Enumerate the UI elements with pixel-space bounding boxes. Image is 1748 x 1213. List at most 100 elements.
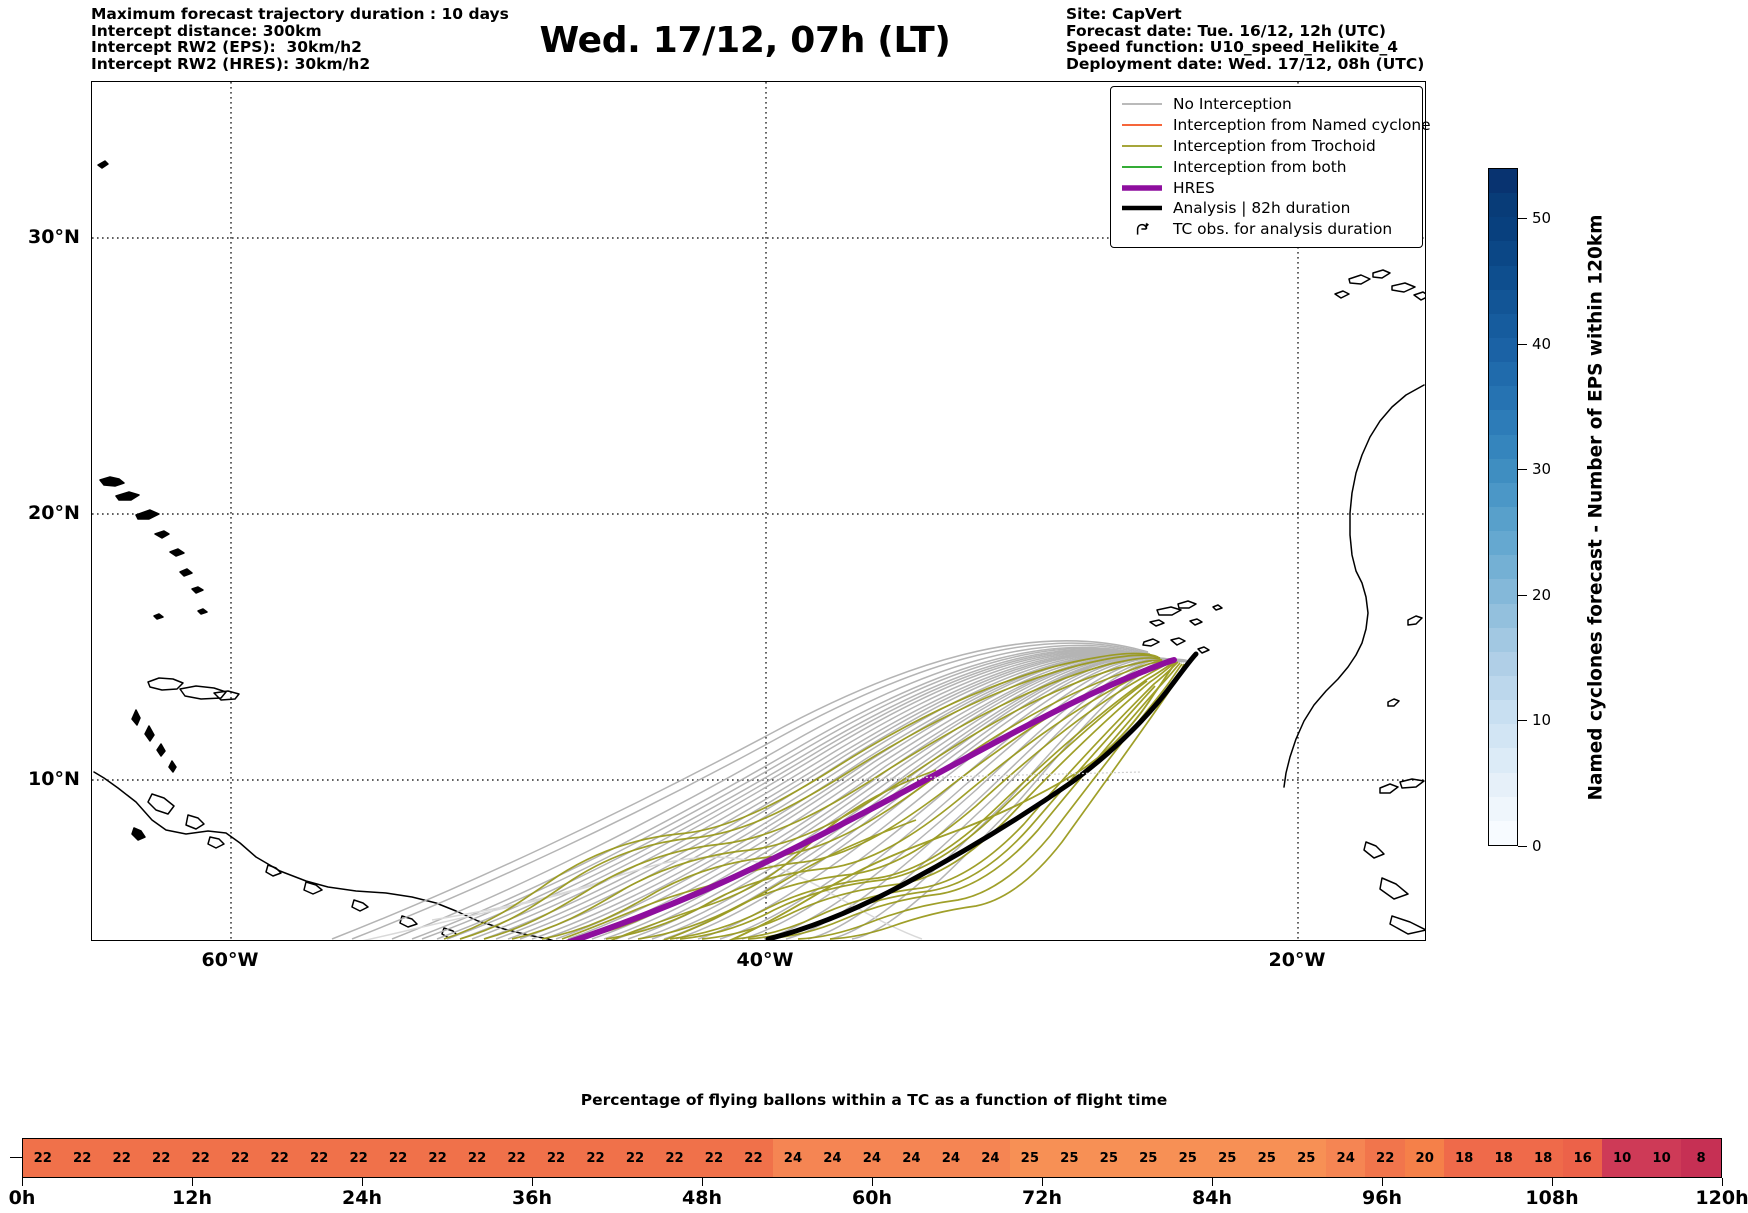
header-line-1: Forecast date: Tue. 16/12, 12h (UTC)	[1066, 21, 1387, 40]
colorbar-segment	[1489, 386, 1517, 411]
colorbar-tick	[1518, 720, 1527, 722]
colorbar-title-text: Named cyclones forecast - Number of EPS …	[1585, 213, 1607, 801]
colorbar-tick	[1518, 343, 1527, 345]
percentage-bar-cell: 18	[1444, 1139, 1484, 1177]
percentage-bar-tick	[702, 1178, 703, 1186]
legend-item-trochoid: Interception from Trochoid	[1120, 136, 1412, 157]
percentage-bar-tick-label: 108h	[1525, 1187, 1579, 1209]
colorbar-segment	[1489, 748, 1517, 773]
map-ytick-mark	[91, 779, 92, 781]
percentage-bar-cell: 18	[1483, 1139, 1524, 1177]
colorbar-title: Named cyclones forecast - Number of EPS …	[1583, 168, 1609, 846]
colorbar-segment	[1489, 265, 1517, 290]
percentage-bar-cell: 24	[891, 1139, 932, 1177]
percentage-bar-cell: 22	[299, 1139, 339, 1177]
percentage-bar-tick	[1382, 1178, 1383, 1186]
percentage-bar-cell: 25	[1207, 1139, 1248, 1177]
percentage-bar-cell: 22	[62, 1139, 102, 1177]
percentage-bar-cell: 25	[1128, 1139, 1169, 1177]
legend-item-tc-obs: TC obs. for analysis duration	[1120, 219, 1412, 240]
colorbar-segment	[1489, 241, 1517, 266]
header-line-2: Speed function: U10_speed_Helikite_4	[1066, 38, 1399, 57]
colorbar-tick-label: 30	[1532, 460, 1552, 479]
percentage-bar-tick-label: 84h	[1192, 1187, 1232, 1209]
percentage-bar-cell: 24	[931, 1139, 971, 1177]
percentage-bar[interactable]: 22 22 22 22 22 22 22 22 22 22 22 22 22 22 22 22 22 22 22 24…	[22, 1138, 1722, 1178]
colorbar-segment	[1489, 555, 1517, 580]
legend-label-hres: HRES	[1173, 178, 1215, 197]
page-title: Wed. 17/12, 07h (LT)	[539, 20, 951, 61]
map-xtick-60W: 60°W	[201, 949, 259, 971]
colorbar-segment	[1489, 193, 1517, 218]
percentage-bar-cell: 10	[1602, 1139, 1642, 1177]
legend-item-both: Interception from both	[1120, 156, 1412, 177]
percentage-bar-tick	[362, 1178, 363, 1186]
percentage-bar-cell: 22	[496, 1139, 537, 1177]
percentage-bar-tick-label: 24h	[342, 1187, 382, 1209]
percentage-bar-cell: 24	[852, 1139, 892, 1177]
percentage-bar-tick-label: 0h	[8, 1187, 36, 1209]
legend-label-both: Interception from both	[1173, 157, 1347, 176]
colorbar-segment	[1489, 482, 1517, 508]
colorbar-tick-label: 50	[1532, 209, 1552, 228]
map-ytick-10N: 10°N	[28, 768, 80, 790]
colorbar-segment	[1489, 217, 1517, 242]
trajectory-hres	[565, 657, 1177, 940]
legend-label-named-cyclone: Interception from Named cyclone	[1173, 116, 1431, 135]
trajectory-analysis	[765, 651, 1199, 940]
map-xtick-mark	[1297, 940, 1299, 941]
map-legend[interactable]: No Interception Interception from Named …	[1110, 86, 1431, 248]
header-line-0: Maximum forecast trajectory duration : 1…	[91, 5, 509, 23]
percentage-bar-tick-label: 36h	[512, 1187, 552, 1209]
colorbar-segment	[1489, 313, 1517, 339]
map-ytick-30N: 30°N	[28, 226, 80, 248]
colorbar-tick	[1518, 469, 1527, 471]
legend-label-no-interception: No Interception	[1173, 95, 1292, 114]
colorbar-tick-label: 0	[1532, 837, 1542, 855]
percentage-bar-cell: 22	[733, 1139, 774, 1177]
percentage-bar-cell: 22	[694, 1139, 734, 1177]
percentage-bar-cell: 18	[1523, 1139, 1563, 1177]
colorbar-tick-label: 10	[1532, 711, 1552, 730]
colorbar-tick-label: 20	[1532, 585, 1552, 604]
legend-line-no-interception	[1120, 100, 1164, 108]
percentage-bar-cell: 25	[1010, 1139, 1050, 1177]
colorbar-segment	[1489, 362, 1517, 387]
colorbar-segment	[1489, 676, 1517, 701]
percentage-bar-cell: 10	[1641, 1139, 1682, 1177]
percentage-bar-cell: 25	[1168, 1139, 1208, 1177]
legend-line-analysis	[1120, 204, 1164, 212]
percentage-bar-tick-label: 120h	[1695, 1187, 1748, 1209]
percentage-bar-cell: 22	[259, 1139, 300, 1177]
colorbar-segment	[1489, 700, 1517, 725]
percentage-bar-tick	[1212, 1178, 1213, 1186]
percentage-bar-cell: 24	[773, 1139, 813, 1177]
percentage-bar-tick	[1722, 1178, 1723, 1186]
header-line-3: Intercept RW2 (HRES): 30km/h2	[91, 54, 371, 73]
percentage-bar-cell: 22	[575, 1139, 616, 1177]
colorbar-segment	[1489, 627, 1517, 652]
colorbar-gradient	[1488, 168, 1518, 846]
percentage-bar-cell: 22	[615, 1139, 655, 1177]
percentage-bar-cell: 16	[1562, 1139, 1603, 1177]
header-left-info: Maximum forecast trajectory duration : 1…	[91, 6, 509, 72]
percentage-bar-left-tick	[10, 1157, 22, 1158]
colorbar-segment	[1489, 603, 1517, 628]
legend-line-named-cyclone	[1120, 121, 1164, 129]
map-xtick-40W: 40°W	[736, 949, 794, 971]
header-line-2: Intercept RW2 (EPS): 30km/h2	[91, 38, 362, 57]
colorbar-segment	[1489, 579, 1517, 604]
tc-cyclone-icon	[1120, 220, 1164, 238]
percentage-bar-cell: 8	[1681, 1139, 1721, 1177]
colorbar-segment	[1489, 796, 1517, 821]
percentage-bar-cell: 22	[1365, 1139, 1405, 1177]
percentage-bar-cell: 22	[536, 1139, 576, 1177]
percentage-bar-cell: 24	[812, 1139, 853, 1177]
map-xtick-mark	[765, 940, 767, 941]
percentage-bar-cell: 22	[23, 1139, 63, 1177]
percentage-bar-cell: 22	[417, 1139, 458, 1177]
analysis-dotted-extension	[861, 771, 1143, 780]
colorbar[interactable]: 0 10 20 30 40 50	[1488, 168, 1551, 855]
map-xtick-mark	[230, 940, 232, 941]
colorbar-segment	[1489, 289, 1517, 314]
